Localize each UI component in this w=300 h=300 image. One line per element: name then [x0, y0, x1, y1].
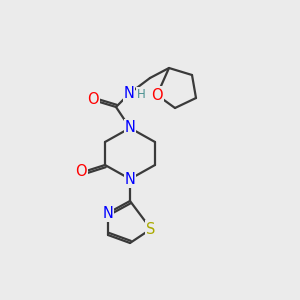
Text: N: N	[124, 85, 134, 100]
Text: S: S	[146, 221, 156, 236]
Text: N: N	[124, 172, 135, 187]
Text: H: H	[137, 88, 146, 100]
Text: N: N	[103, 206, 113, 220]
Text: O: O	[151, 88, 163, 103]
Text: O: O	[87, 92, 99, 107]
Text: O: O	[75, 164, 87, 179]
Text: N: N	[124, 121, 135, 136]
